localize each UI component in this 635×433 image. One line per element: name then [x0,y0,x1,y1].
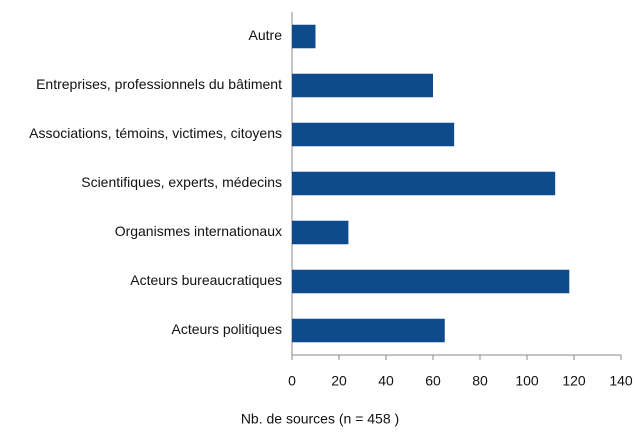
bar [292,269,570,294]
bar [292,73,433,98]
y-tick-label: Scientifiques, experts, médecins [81,174,282,190]
y-tick-label: Associations, témoins, victimes, citoyen… [29,125,282,141]
bar [292,318,445,343]
x-tick-label: 100 [515,373,539,389]
x-tick-label: 40 [378,373,394,389]
y-tick-label: Acteurs bureaucratiques [130,272,282,288]
y-tick-label: Acteurs politiques [171,321,282,337]
x-tick-label: 80 [472,373,488,389]
x-tick-label: 140 [609,373,633,389]
x-axis-title: Nb. de sources (n = 458 ) [241,411,399,427]
x-tick-label: 120 [562,373,586,389]
y-tick-label: Organismes internationaux [115,223,282,239]
x-tick-label: 0 [288,373,296,389]
bar [292,171,556,196]
y-tick-label: Entreprises, professionnels du bâtiment [36,76,282,92]
x-tick-label: 60 [425,373,441,389]
x-tick-label: 20 [331,373,347,389]
bar [292,122,455,147]
bar [292,24,316,49]
y-tick-label: Autre [249,27,283,43]
bar [292,220,349,245]
